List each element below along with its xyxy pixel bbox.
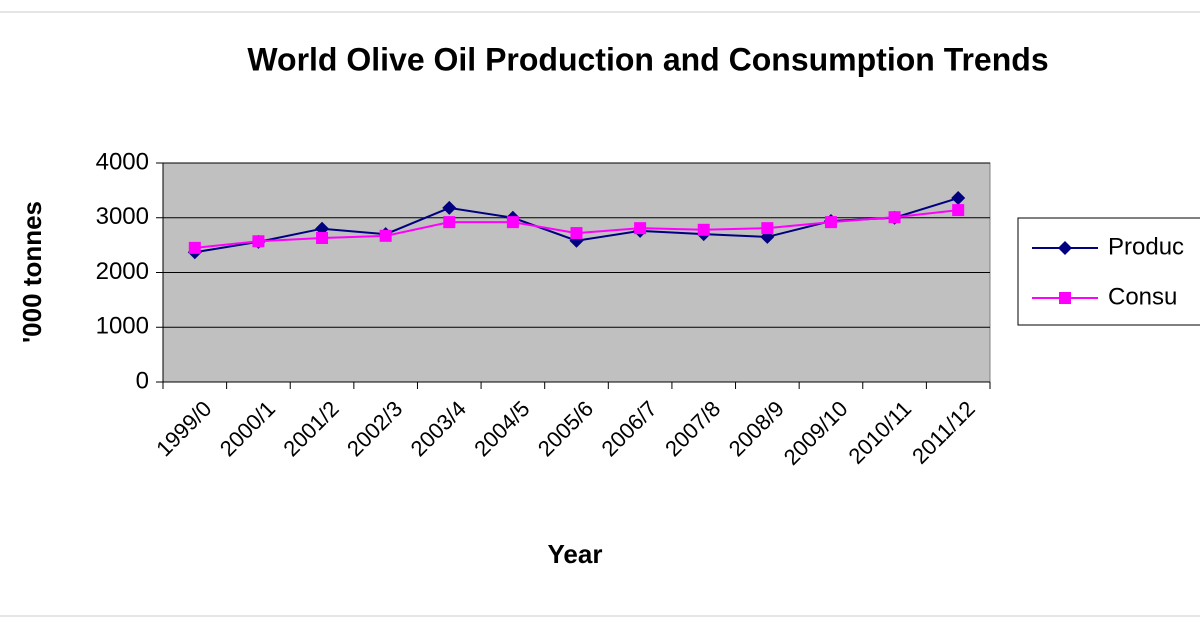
y-tick-label: 0 xyxy=(136,367,149,394)
x-tick-label: 2003/4 xyxy=(406,396,471,461)
data-point xyxy=(951,191,966,206)
data-point xyxy=(443,216,456,229)
x-tick-label: 2004/5 xyxy=(469,396,534,461)
legend-marker xyxy=(1059,292,1071,304)
data-point xyxy=(506,216,519,229)
data-point xyxy=(634,222,647,235)
x-tick-label: 1999/0 xyxy=(151,396,216,461)
x-tick-label: 2000/1 xyxy=(215,396,280,461)
legend-marker xyxy=(1058,241,1072,255)
x-tick-label: 2010/11 xyxy=(843,396,916,469)
x-axis-title: Year xyxy=(548,539,603,569)
data-point xyxy=(761,222,774,235)
x-tick-label: 2009/10 xyxy=(779,396,853,470)
x-tick-label: 2007/8 xyxy=(660,396,725,461)
x-tick-label: 2002/3 xyxy=(342,396,407,461)
data-point xyxy=(188,241,201,254)
data-point xyxy=(442,200,457,215)
legend-label: Consu xyxy=(1108,283,1177,310)
x-tick-label: 2005/6 xyxy=(533,396,598,461)
data-point xyxy=(824,216,837,229)
data-point xyxy=(697,223,710,236)
data-point xyxy=(252,235,265,248)
x-tick-label: 2001/2 xyxy=(278,396,343,461)
data-point xyxy=(379,229,392,242)
data-point xyxy=(952,204,965,217)
legend-label: Produc xyxy=(1108,233,1184,260)
y-tick-label: 4000 xyxy=(96,148,149,175)
y-tick-label: 2000 xyxy=(96,258,149,285)
chart-title: World Olive Oil Production and Consumpti… xyxy=(247,41,1048,77)
legend-box xyxy=(1017,217,1200,326)
x-tick-label: 2011/12 xyxy=(907,396,980,469)
y-tick-label: 1000 xyxy=(96,313,149,340)
data-point xyxy=(316,232,329,245)
data-point xyxy=(888,211,901,224)
data-point xyxy=(570,227,583,240)
y-tick-label: 3000 xyxy=(96,203,149,230)
y-axis-title: '000 tonnes xyxy=(17,201,47,343)
x-tick-label: 2006/7 xyxy=(596,396,661,461)
